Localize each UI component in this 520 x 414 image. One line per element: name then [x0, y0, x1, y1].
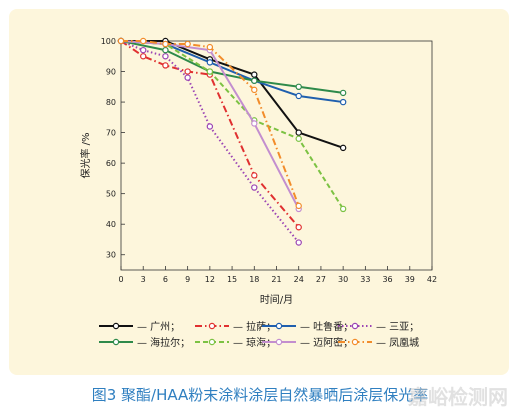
- x-tick-label: 27: [316, 275, 326, 284]
- data-point: [251, 86, 258, 94]
- x-tick-label: 30: [338, 275, 348, 284]
- legend-marker-5: [208, 338, 216, 346]
- data-point: [339, 205, 347, 213]
- data-point: [206, 59, 214, 66]
- data-point: [162, 40, 169, 48]
- y-tick-label: 40: [106, 220, 116, 229]
- x-tick-label: 6: [163, 275, 168, 284]
- x-tick-label: 42: [427, 275, 437, 284]
- x-tick-label: 12: [205, 275, 215, 284]
- legend-label-4: — 海拉尔；: [137, 336, 190, 349]
- plot-frame: [120, 40, 433, 271]
- data-point: [295, 239, 302, 246]
- data-point: [184, 68, 191, 75]
- data-point: [295, 224, 302, 231]
- series-line-5: [120, 40, 344, 210]
- y-tick-label: 80: [106, 98, 116, 107]
- x-tick-label: 15: [227, 275, 237, 284]
- legend-label-0: — 广州；: [137, 321, 180, 333]
- legend-marker-6: [275, 338, 283, 346]
- data-point: [162, 53, 169, 60]
- plot-area: [120, 40, 433, 271]
- figure-caption: 图3 聚酯/HAA粉末涂料涂层自然暴晒后涂层保光率: [91, 386, 429, 404]
- x-tick-label: 21: [271, 275, 281, 284]
- x-tick-label: 24: [294, 275, 304, 284]
- data-point: [251, 77, 258, 84]
- series-line-4: [120, 40, 344, 94]
- data-point: [251, 184, 258, 191]
- legend-marker-4: [112, 338, 120, 346]
- legend-marker-3: [351, 322, 359, 330]
- legend-label-2: — 吐鲁番；: [300, 320, 353, 333]
- legend: — 广州； — 拉萨； — 吐鲁番； — 三亚； — 海拉尔； — 琼海； — 迈阿密； — …: [99, 320, 419, 349]
- data-point: [295, 83, 302, 91]
- y-tick-label: 30: [106, 251, 116, 260]
- legend-label-7: — 凤凰城: [376, 337, 419, 349]
- data-point: [251, 120, 258, 127]
- y-axis-title: 保光率 /%: [79, 132, 92, 178]
- data-point: [140, 53, 147, 60]
- x-tick-label: 39: [405, 275, 415, 284]
- legend-label-6: — 迈阿密；: [300, 336, 353, 349]
- legend-marker-1: [208, 322, 216, 330]
- y-tick-label: 60: [106, 159, 116, 168]
- data-point: [251, 172, 258, 179]
- x-tick-label: 33: [360, 275, 370, 284]
- legend-marker-2: [275, 322, 283, 330]
- y-tick-label: 70: [106, 129, 116, 138]
- data-point: [339, 89, 347, 97]
- legend-label-5: — 琼海；: [233, 336, 276, 349]
- x-tick-label: 3: [141, 275, 146, 284]
- y-tick-label: 90: [106, 68, 116, 77]
- data-point: [117, 37, 125, 45]
- data-point: [184, 74, 191, 81]
- legend-label-3: — 三亚；: [376, 322, 419, 333]
- watermark: 嘉峪检测网: [408, 385, 508, 409]
- x-axis-title: 时间/月: [260, 293, 293, 306]
- data-point: [140, 46, 147, 54]
- data-point: [162, 46, 169, 54]
- data-point: [339, 144, 347, 152]
- data-point: [206, 123, 214, 130]
- series-line-0: [121, 40, 344, 149]
- data-point: [295, 202, 302, 210]
- x-tick-label: 0: [118, 275, 123, 284]
- legend-marker-7: [351, 338, 359, 346]
- data-point: [206, 43, 214, 51]
- x-tick-label: 18: [249, 275, 259, 284]
- x-tick-label: 36: [382, 275, 392, 284]
- x-tick-label: 9: [185, 275, 190, 284]
- y-tick-label: 100: [101, 37, 116, 46]
- legend-label-1: — 拉萨；: [233, 320, 276, 333]
- gloss-retention-chart: 0 3 6 9 12 15 18 21 24 27 30 33 36 39 4230405060708090…: [79, 37, 437, 349]
- data-point: [251, 71, 258, 78]
- data-point: [295, 135, 302, 142]
- data-point: [295, 129, 302, 136]
- data-point: [339, 98, 347, 106]
- axes: 0 3 6 9 12 15 18 21 24 27 30 33 36 39 4230405060708090…: [79, 37, 437, 306]
- data-point: [162, 62, 169, 69]
- series-layer: [117, 37, 347, 246]
- data-point: [206, 68, 214, 75]
- legend-marker-0: [112, 322, 120, 330]
- y-tick-label: 50: [106, 190, 116, 199]
- data-point: [295, 92, 302, 100]
- data-point: [140, 37, 147, 45]
- data-point: [184, 40, 191, 48]
